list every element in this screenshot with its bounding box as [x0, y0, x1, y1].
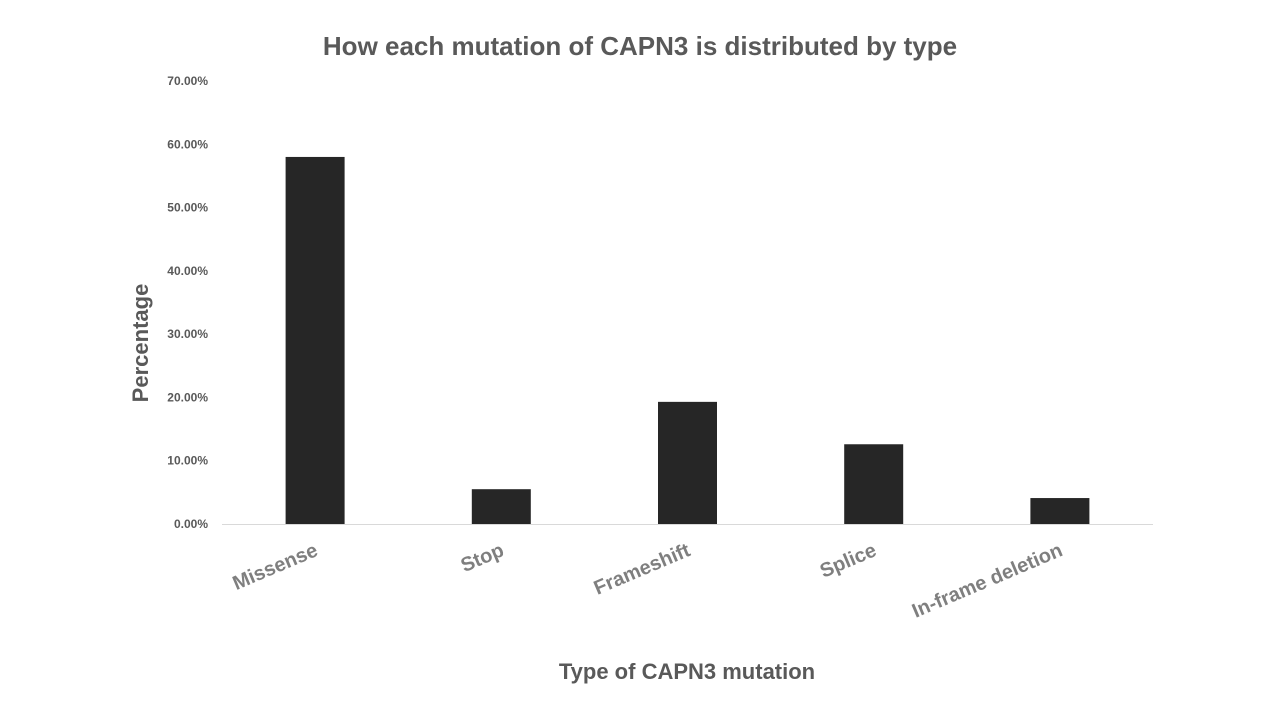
y-tick-label: 20.00%: [167, 390, 208, 404]
y-tick-label: 50.00%: [167, 201, 208, 215]
bar: [285, 156, 345, 524]
y-tick-label: 0.00%: [174, 517, 208, 531]
y-tick-label: 40.00%: [167, 264, 208, 278]
bars: [285, 156, 1090, 524]
x-tick-label: Splice: [817, 539, 880, 582]
x-tick-label: In-frame deletion: [909, 539, 1066, 622]
x-tick-label: Frameshift: [591, 539, 694, 599]
x-axis-label: Type of CAPN3 mutation: [559, 659, 815, 684]
y-tick-label: 60.00%: [167, 137, 208, 151]
bar: [844, 444, 904, 524]
y-tick-label: 30.00%: [167, 327, 208, 341]
y-axis-label: Percentage: [128, 284, 153, 403]
y-tick-label: 70.00%: [167, 74, 208, 88]
x-axis-ticks: Missense Stop Frameshift Splice In-frame del…: [230, 539, 1066, 622]
y-tick-label: 10.00%: [167, 454, 208, 468]
chart-title: How each mutation of CAPN3 is distribute…: [323, 31, 957, 61]
bar: [658, 401, 717, 524]
bar: [1030, 498, 1090, 524]
bar: [471, 489, 531, 524]
y-axis-ticks: 0.00% 10.00% 20.00% 30.00% 40.00% 50.00% 60.00…: [167, 74, 208, 531]
x-tick-label: Stop: [458, 539, 508, 577]
x-tick-label: Missense: [230, 539, 321, 594]
